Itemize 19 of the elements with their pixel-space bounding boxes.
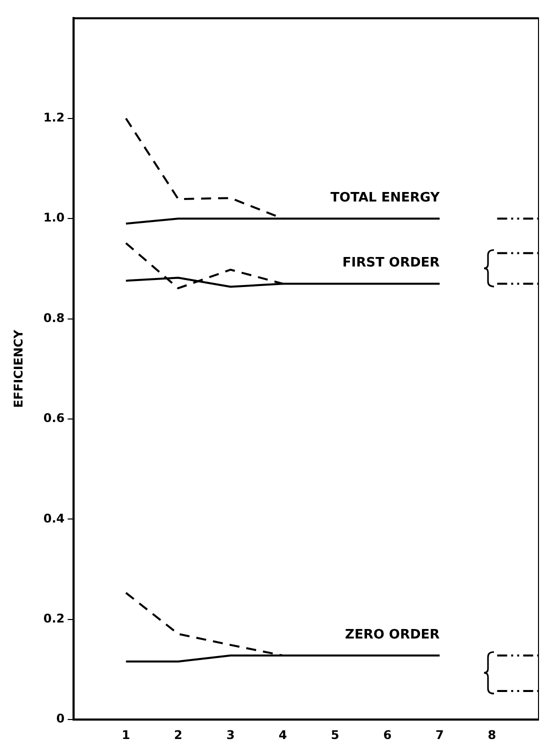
x-tick-label: 1 (122, 728, 130, 742)
x-tick-label: 3 (226, 728, 235, 742)
series-label: ZERO ORDER (345, 627, 440, 642)
series-label: FIRST ORDER (342, 256, 440, 271)
x-tick-label: 7 (435, 728, 444, 742)
x-tick-label: 8 (488, 728, 496, 742)
y-tick-label: 1.2 (43, 110, 65, 125)
x-tick-label: 4 (278, 728, 287, 742)
y-tick-label: 0.6 (43, 411, 65, 426)
x-tick-label: 2 (174, 728, 182, 742)
y-axis-title: EFFICIENCY (11, 330, 26, 408)
y-tick-label: 0.8 (43, 310, 65, 325)
y-tick-label: 0 (56, 712, 65, 726)
x-tick-label: 5 (330, 728, 340, 742)
series-label: TOTAL ENERGY (330, 190, 440, 206)
y-tick-label: 0.2 (43, 612, 65, 626)
y-tick-label: 1.0 (43, 210, 65, 225)
y-tick-label: 0.4 (43, 511, 65, 526)
x-tick-label: 6 (383, 728, 392, 742)
